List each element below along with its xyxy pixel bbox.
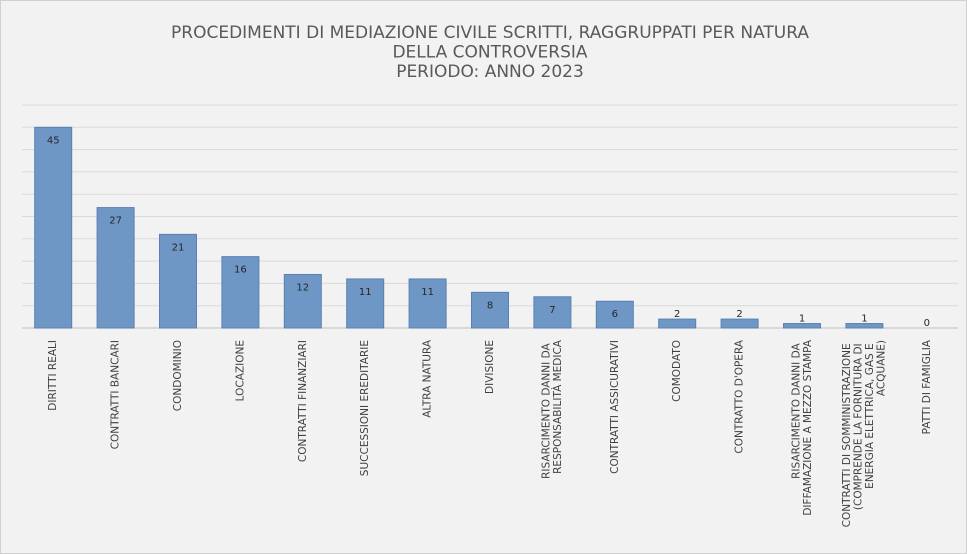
- data-label: 21: [172, 242, 185, 253]
- x-tick-label: PATTI DI FAMIGLIA: [921, 339, 933, 434]
- x-tick-label: CONDOMINIO: [172, 340, 184, 411]
- bar: [346, 278, 385, 329]
- x-tick-label: DIRITTI REALI: [47, 340, 59, 411]
- data-label: 12: [296, 282, 309, 293]
- bar: [96, 207, 135, 329]
- bar: [34, 126, 73, 329]
- chart-title: PROCEDIMENTI DI MEDIAZIONE CIVILE SCRITT…: [171, 23, 809, 43]
- data-label: 7: [549, 305, 555, 316]
- x-tick-label: CONTRATTI ASSICURATIVI: [609, 340, 621, 474]
- bar: [221, 256, 260, 329]
- data-label: 2: [674, 309, 680, 320]
- data-label: 2: [736, 309, 742, 320]
- x-tick-label: CONTRATTI BANCARI: [110, 340, 122, 449]
- x-tick-label: RISARCIMENTO DANNI DA DIFFAMAZIONE A MEZ…: [790, 339, 814, 515]
- x-tick-label: RISARCIMENTO DANNI DA RESPONSABILITÀ MED…: [541, 339, 565, 479]
- data-label: 45: [47, 135, 60, 146]
- bar: [283, 273, 322, 329]
- data-label: 27: [109, 216, 122, 227]
- bar: [533, 296, 572, 329]
- chart-title: DELLA CONTROVERSIA: [392, 43, 587, 63]
- x-tick-label: SUCCESSIONI EREDITARIE: [359, 340, 371, 476]
- x-tick-label: CONTRATTO D'OPERA: [734, 339, 746, 453]
- bar: [159, 233, 197, 329]
- data-label: 1: [799, 314, 805, 325]
- data-label: 6: [612, 309, 618, 320]
- data-label: 16: [234, 265, 247, 276]
- bar: [783, 323, 821, 329]
- x-tick-label: COMODATO: [671, 340, 683, 402]
- bar: [595, 300, 634, 329]
- x-tick-label: DIVISIONE: [484, 340, 496, 394]
- bar: [845, 323, 884, 329]
- data-label: 1: [861, 314, 867, 325]
- data-label: 11: [359, 287, 372, 298]
- x-tick-label: ALTRA NATURA: [422, 339, 434, 418]
- bar: [408, 278, 447, 329]
- data-label: 0: [924, 318, 930, 329]
- x-tick-label: CONTRATTI FINANZIARI: [297, 340, 309, 462]
- chart-title: PERIODO: ANNO 2023: [396, 62, 584, 82]
- data-label: 8: [487, 300, 493, 311]
- bar: [720, 318, 759, 329]
- bar: [658, 318, 697, 329]
- x-tick-label: CONTRATTI DI SOMMINISTRAZIONE (COMPRENDE…: [841, 340, 888, 527]
- x-tick-label: LOCAZIONE: [234, 340, 246, 401]
- bar: [471, 291, 509, 329]
- data-label: 11: [421, 287, 434, 298]
